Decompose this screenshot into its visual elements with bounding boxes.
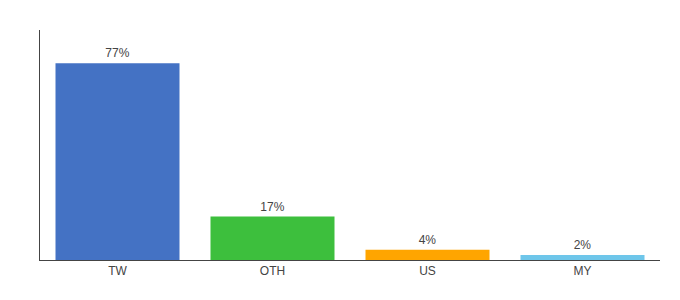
svg-text:TW: TW	[108, 264, 127, 278]
svg-text:4%: 4%	[419, 233, 437, 247]
svg-text:US: US	[419, 264, 436, 278]
svg-text:2%: 2%	[574, 238, 592, 252]
svg-text:17%: 17%	[260, 200, 284, 214]
svg-text:MY: MY	[574, 264, 592, 278]
svg-text:OTH: OTH	[260, 264, 285, 278]
svg-text:77%: 77%	[105, 46, 129, 60]
